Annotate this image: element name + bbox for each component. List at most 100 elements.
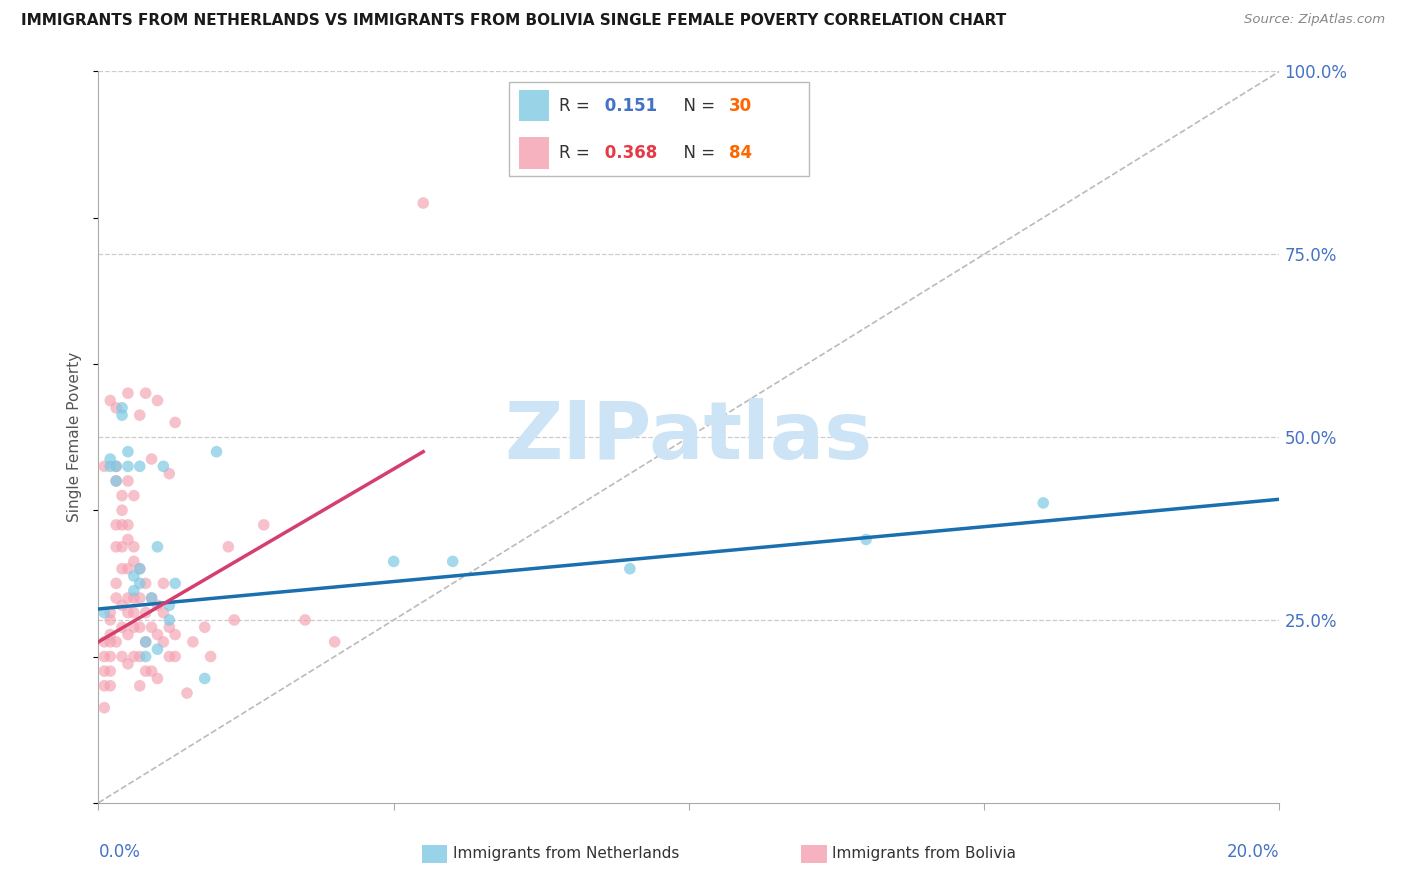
Point: [165, 416, 187, 430]
Point: [111, 408, 134, 422]
Point: [122, 540, 145, 554]
Point: [105, 474, 128, 488]
Point: [105, 517, 128, 532]
Point: [122, 591, 145, 605]
Point: [157, 599, 180, 613]
Point: [105, 474, 128, 488]
Point: [294, 613, 316, 627]
Text: 0.151: 0.151: [599, 97, 657, 115]
Point: [146, 393, 169, 408]
Point: [217, 540, 239, 554]
Point: [122, 606, 145, 620]
Point: [117, 562, 139, 576]
Point: [93, 679, 115, 693]
Point: [205, 444, 228, 458]
Text: 30: 30: [728, 97, 752, 115]
Point: [111, 599, 134, 613]
Point: [105, 635, 128, 649]
Point: [117, 444, 139, 458]
Point: [128, 459, 150, 474]
Point: [128, 649, 150, 664]
Point: [152, 459, 174, 474]
Point: [135, 635, 157, 649]
Point: [323, 635, 346, 649]
Point: [98, 393, 121, 408]
Text: 20.0%: 20.0%: [1227, 843, 1279, 861]
Point: [157, 649, 180, 664]
Point: [135, 635, 157, 649]
Text: Immigrants from Netherlands: Immigrants from Netherlands: [453, 847, 679, 861]
Point: [122, 649, 145, 664]
Point: [122, 620, 145, 634]
Point: [165, 627, 187, 641]
Point: [194, 672, 217, 686]
Text: R =: R =: [558, 97, 595, 115]
Point: [98, 452, 121, 467]
Point: [122, 554, 145, 568]
Text: N =: N =: [673, 97, 720, 115]
Point: [111, 517, 134, 532]
Point: [122, 583, 145, 598]
Point: [111, 503, 134, 517]
Point: [93, 664, 115, 678]
Point: [122, 489, 145, 503]
Point: [194, 620, 217, 634]
Point: [135, 664, 157, 678]
Point: [412, 196, 434, 211]
Point: [253, 517, 276, 532]
Text: 0.368: 0.368: [599, 144, 657, 161]
Point: [117, 474, 139, 488]
Point: [152, 576, 174, 591]
Point: [146, 672, 169, 686]
Point: [117, 627, 139, 641]
Point: [619, 562, 641, 576]
Text: ZIPatlas: ZIPatlas: [505, 398, 873, 476]
Point: [128, 562, 150, 576]
FancyBboxPatch shape: [509, 82, 810, 177]
Point: [117, 533, 139, 547]
Point: [152, 606, 174, 620]
Point: [117, 386, 139, 401]
Point: [98, 635, 121, 649]
Point: [146, 642, 169, 657]
Point: [117, 606, 139, 620]
Text: N =: N =: [673, 144, 720, 161]
Point: [146, 599, 169, 613]
Point: [105, 459, 128, 474]
Point: [128, 408, 150, 422]
Point: [165, 649, 187, 664]
Point: [157, 620, 180, 634]
Point: [98, 627, 121, 641]
Point: [98, 649, 121, 664]
Point: [157, 467, 180, 481]
Point: [98, 459, 121, 474]
Point: [200, 649, 222, 664]
Point: [855, 533, 877, 547]
Text: IMMIGRANTS FROM NETHERLANDS VS IMMIGRANTS FROM BOLIVIA SINGLE FEMALE POVERTY COR: IMMIGRANTS FROM NETHERLANDS VS IMMIGRANT…: [21, 13, 1007, 29]
Point: [93, 635, 115, 649]
Point: [165, 576, 187, 591]
Point: [117, 591, 139, 605]
Bar: [519, 137, 550, 169]
Point: [128, 591, 150, 605]
Point: [93, 459, 115, 474]
Text: R =: R =: [558, 144, 595, 161]
Point: [128, 620, 150, 634]
Point: [111, 540, 134, 554]
Point: [135, 576, 157, 591]
Point: [224, 613, 246, 627]
Point: [105, 459, 128, 474]
Point: [1032, 496, 1054, 510]
Point: [93, 649, 115, 664]
Point: [141, 591, 163, 605]
Point: [93, 606, 115, 620]
Text: 84: 84: [728, 144, 752, 161]
Point: [135, 386, 157, 401]
Point: [117, 657, 139, 671]
Point: [98, 606, 121, 620]
Point: [105, 576, 128, 591]
Bar: [422, 846, 447, 863]
Point: [141, 591, 163, 605]
Point: [111, 562, 134, 576]
Point: [128, 576, 150, 591]
